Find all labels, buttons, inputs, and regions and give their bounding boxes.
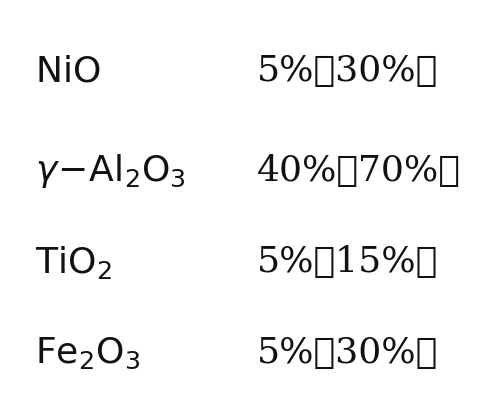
Text: $\gamma\!-\!\mathrm{Al_2O_3}$: $\gamma\!-\!\mathrm{Al_2O_3}$ [35,152,186,190]
Text: 40%～70%，: 40%～70%， [257,154,461,188]
Text: 5%～30%。: 5%～30%。 [257,336,438,370]
Text: 5%～30%，: 5%～30%， [257,54,438,89]
Text: $\mathrm{NiO}$: $\mathrm{NiO}$ [35,54,100,89]
Text: $\mathrm{TiO_2}$: $\mathrm{TiO_2}$ [35,243,111,281]
Text: 5%～15%，: 5%～15%， [257,245,438,279]
Text: $\mathrm{Fe_2O_3}$: $\mathrm{Fe_2O_3}$ [35,336,140,371]
